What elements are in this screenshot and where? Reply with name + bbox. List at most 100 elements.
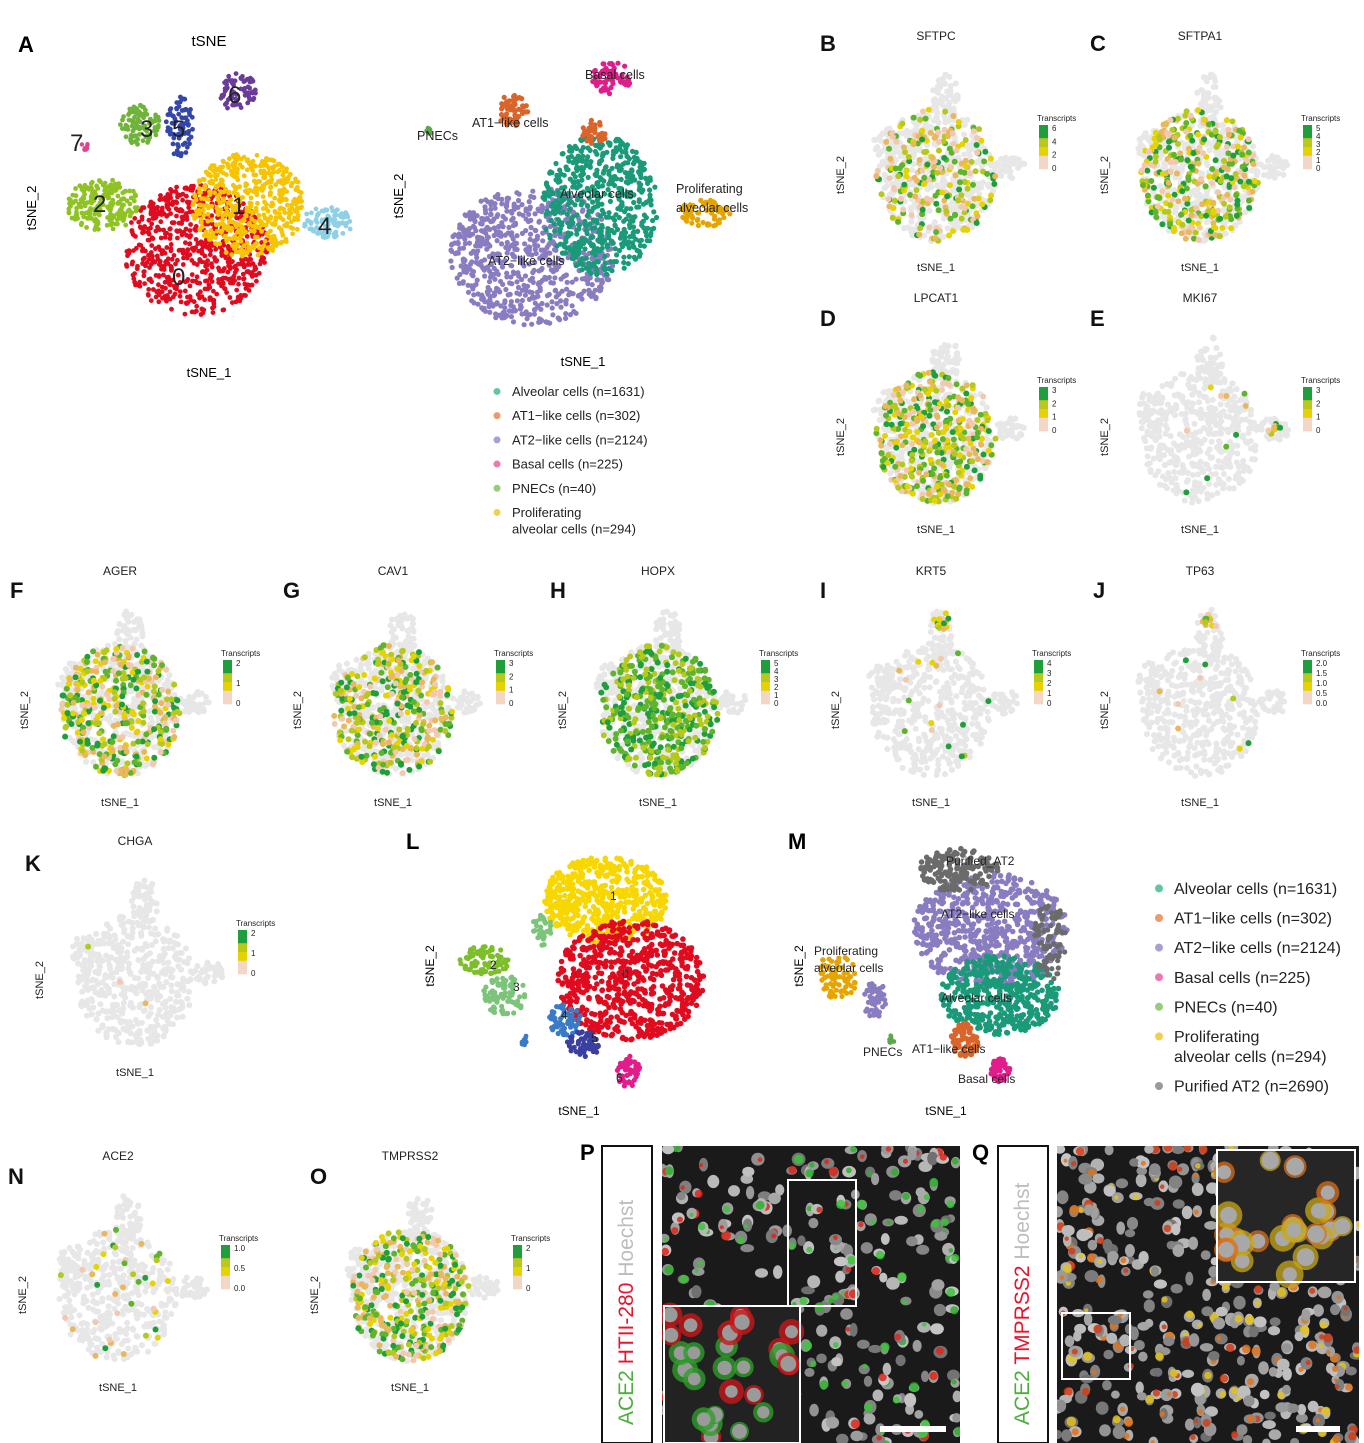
legend-item: PNECs (n=40) — [493, 481, 596, 496]
scale-bar — [513, 1258, 522, 1263]
legend-label: alveolar cells (n=294) — [1174, 1049, 1327, 1066]
panel-letter: H — [550, 578, 566, 603]
scale-tick: 4 — [774, 667, 779, 676]
cell-background — [128, 877, 160, 931]
expressing-cells — [1156, 611, 1252, 752]
cell-cluster — [555, 918, 707, 1043]
gene-name: KRT5 — [916, 564, 947, 578]
y-axis-label: tSNE_2 — [17, 1276, 29, 1314]
scale-bar — [1039, 387, 1048, 392]
scale-tick: 2 — [509, 672, 514, 681]
scale-bar — [1039, 426, 1048, 432]
cluster-label: 5 — [591, 1031, 598, 1045]
scale-bar — [1303, 404, 1312, 410]
x-axis-label: tSNE_1 — [639, 797, 677, 809]
y-axis-label: tSNE_2 — [792, 945, 806, 987]
scale-tick: 3 — [1047, 669, 1052, 678]
celltype-label: PNECs — [417, 129, 458, 143]
gene-name: CAV1 — [378, 564, 409, 578]
scale-bar — [1034, 699, 1043, 705]
celltype-label: Purified_AT2 — [946, 854, 1015, 868]
celltype-label: PNECs — [863, 1045, 902, 1059]
scale-title: Transcripts — [1301, 114, 1340, 123]
scale-title: Transcripts — [1037, 114, 1076, 123]
cell-background — [1135, 659, 1165, 703]
scale-bar — [1303, 147, 1312, 152]
stain-label-frame — [601, 1145, 653, 1443]
expressing-cells — [896, 610, 992, 760]
y-axis-label: tSNE_2 — [309, 1276, 321, 1314]
celltype-label: Alveolar cells — [560, 187, 634, 201]
panel-letter: D — [820, 306, 836, 331]
scale-bar — [761, 673, 770, 678]
scale-bar — [1303, 160, 1312, 165]
panel-Q: Q ACE2 TMPRSS2 Hoechst — [972, 1140, 1359, 1443]
x-axis-label: tSNE_1 — [925, 1104, 967, 1118]
legend-item: AT2−like cells (n=2124) — [1155, 940, 1341, 957]
scale-bar — [1034, 668, 1043, 674]
scale-bar — [221, 1245, 230, 1250]
celltype-label: Alveolar cells — [941, 991, 1012, 1005]
legend-label: Proliferating — [512, 505, 581, 520]
y-axis-label: tSNE_2 — [292, 691, 304, 729]
cell-background — [113, 1193, 144, 1246]
scale-bar — [238, 934, 247, 940]
scale-bar — [496, 682, 505, 687]
cell-cluster — [519, 1033, 529, 1048]
legend-label: alveolar cells (n=294) — [512, 521, 636, 536]
panel-letter: C — [1090, 31, 1106, 56]
scale-bar — [1303, 395, 1312, 401]
celltype-label: alveolar cells — [814, 961, 883, 975]
expressing-cells — [57, 1226, 171, 1359]
scale-bar — [513, 1249, 522, 1255]
zoom-region-box — [1061, 1312, 1131, 1380]
panel-P: P ACE2 HTII-280 Hoechst — [580, 1140, 960, 1443]
scale-bar — [761, 677, 770, 683]
panel-letter: K — [25, 851, 41, 876]
gene-name: CHGA — [118, 834, 153, 848]
scale-title: Transcripts — [221, 649, 260, 658]
y-axis-label: tSNE_2 — [835, 418, 847, 456]
cell-background — [179, 1274, 211, 1301]
stain-ace2: ACE2 — [615, 1370, 638, 1425]
scale-bar — [223, 668, 232, 674]
scale-bar — [1303, 409, 1312, 414]
legend-label: AT2−like cells (n=2124) — [512, 432, 648, 447]
legend-item: Alveolar cells (n=1631) — [493, 384, 645, 399]
scale-tick: 1 — [1316, 156, 1321, 165]
cell-cluster — [218, 71, 258, 111]
x-axis-label: tSNE_1 — [561, 354, 606, 369]
scale-tick: 0 — [251, 969, 256, 978]
scale-bar — [1039, 160, 1048, 165]
expressing-cells — [873, 106, 999, 244]
celltype-legend: Alveolar cells (n=1631) AT1−like cells (n… — [493, 384, 648, 536]
scale-title: Transcripts — [1301, 376, 1340, 385]
scale-tick: 6 — [1052, 124, 1057, 133]
legend-label: Alveolar cells (n=1631) — [1174, 881, 1337, 898]
legend-item: PNECs (n=40) — [1155, 999, 1278, 1016]
y-axis-label: tSNE_2 — [1099, 691, 1111, 729]
scale-tick: 1 — [509, 686, 514, 695]
legend-label: Basal cells (n=225) — [512, 457, 623, 472]
scale-tick: 1 — [774, 691, 779, 700]
scale-bar — [238, 952, 247, 957]
cell-cluster — [531, 912, 554, 948]
cell-background — [56, 1244, 85, 1285]
scale-bar — [1303, 125, 1312, 130]
stain-tmprss2: TMPRSS2 — [1011, 1265, 1034, 1364]
cluster-label: 2 — [93, 191, 106, 218]
scale-bar — [1303, 690, 1312, 696]
celltype-label: Proliferating — [814, 944, 878, 958]
x-axis-label: tSNE_1 — [917, 524, 955, 536]
scale-bar — [1303, 695, 1312, 700]
legend-label: Purified AT2 (n=2690) — [1174, 1079, 1329, 1096]
scale-tick: 0 — [236, 699, 241, 708]
legend-item: AT1−like cells (n=302) — [493, 408, 640, 423]
expressing-cells — [58, 643, 183, 779]
cell-cluster — [679, 197, 733, 229]
scale-tick: 2.0 — [1316, 659, 1328, 668]
scale-bar — [238, 943, 247, 948]
